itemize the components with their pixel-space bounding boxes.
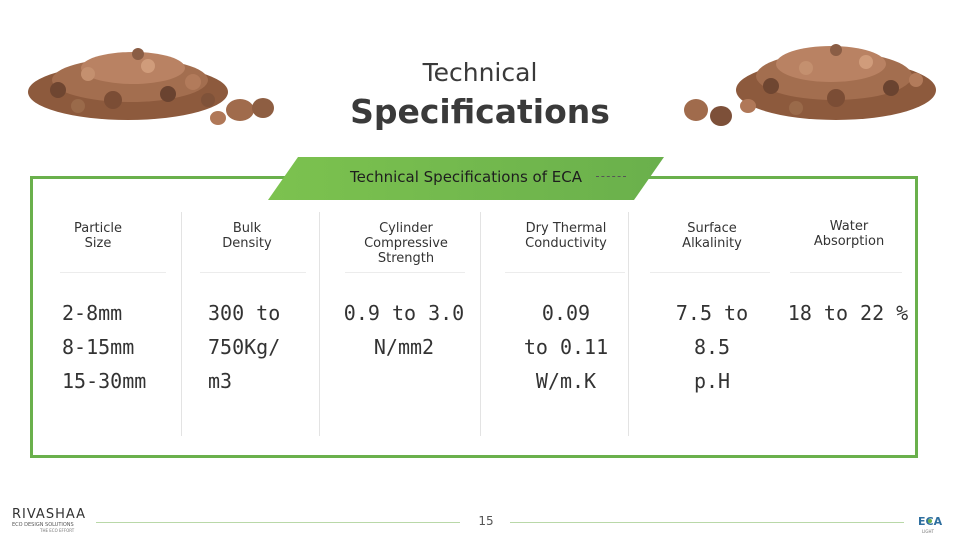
header-line: Bulk <box>232 221 262 236</box>
value-line: 300 to <box>208 301 281 325</box>
value-line: 8-15mm <box>62 335 135 359</box>
header-rule <box>345 272 465 273</box>
logo-subtext: THE ECO EFFORT <box>39 528 75 533</box>
value-line: 18 to 22 % <box>787 301 909 325</box>
header-rule <box>200 272 306 273</box>
header-line: Compressive <box>364 236 448 251</box>
column-divider <box>480 212 481 436</box>
footer-rule-left <box>96 522 460 523</box>
clay-pebbles-image-right <box>684 44 936 126</box>
value-line: 7.5 to 8.5 <box>675 301 749 359</box>
header-line: Cylinder <box>379 221 433 236</box>
header-water-absorption: Water Absorption <box>790 219 908 249</box>
clay-pebbles-image-left <box>28 48 274 125</box>
header-line: Particle <box>73 221 123 236</box>
footer-rule-right <box>510 522 904 523</box>
pebble-pile <box>684 44 936 126</box>
value-line: m3 <box>208 369 233 393</box>
pebble-pile <box>28 48 274 125</box>
logo-subtext: LIGHT <box>922 529 935 534</box>
value-compressive-strength: 0.9 to 3.0 N/mm2 <box>334 296 474 364</box>
header-line: Alkalinity <box>682 236 742 251</box>
value-thermal-conductivity: 0.09 to 0.11 W/m.K <box>506 296 626 398</box>
header-compressive-strength: Cylinder Compressive Strength <box>346 221 466 266</box>
specifications-frame <box>30 176 918 458</box>
rivashaa-logo: RIVASHAA ECO DESIGN SOLUTIONS THE ECO EF… <box>12 507 86 533</box>
slide-title-line1: Technical <box>422 58 538 87</box>
value-line: 0.09 <box>541 301 591 325</box>
column-divider <box>319 212 320 436</box>
eca-logo: ECA LIGHT <box>918 515 943 534</box>
value-water-absorption: 18 to 22 % <box>786 296 910 330</box>
column-divider <box>181 212 182 436</box>
header-thermal-conductivity: Dry Thermal Conductivity <box>506 221 626 251</box>
banner-dash-line <box>596 176 626 177</box>
header-line: Absorption <box>813 234 885 249</box>
value-surface-alkalinity: 7.5 to 8.5 p.H <box>652 296 772 398</box>
column-divider <box>628 212 629 436</box>
header-rule <box>505 272 625 273</box>
value-bulk-density: 300 to 750Kg/ m3 <box>208 296 280 398</box>
value-line: 0.9 to 3.0 <box>343 301 465 325</box>
logo-subtext: ECO DESIGN SOLUTIONS <box>12 522 74 528</box>
page-number: 15 <box>478 514 494 528</box>
banner-ribbon <box>268 157 664 200</box>
logo-text: RIVASHAA <box>12 507 86 522</box>
banner-title: Technical Specifications of ECA <box>350 168 582 186</box>
header-line: Dry Thermal <box>525 221 607 236</box>
header-particle-size: Particle Size <box>48 221 148 251</box>
value-line: N/mm2 <box>373 335 435 359</box>
header-line: Surface <box>687 221 737 236</box>
header-surface-alkalinity: Surface Alkalinity <box>652 221 772 251</box>
value-line: 15-30mm <box>62 369 147 393</box>
header-line: Conductivity <box>525 236 607 251</box>
header-rule <box>650 272 770 273</box>
value-line: to 0.11 <box>523 335 609 359</box>
slide-title-line2: Specifications <box>350 92 610 131</box>
header-rule <box>790 272 902 273</box>
header-line: Strength <box>377 251 435 266</box>
value-line: p.H <box>693 369 731 393</box>
value-line: 750Kg/ <box>208 335 281 359</box>
header-rule <box>60 272 166 273</box>
value-line: 2-8mm <box>62 301 123 325</box>
header-line: Size <box>84 236 112 251</box>
header-line: Density <box>222 236 272 251</box>
value-particle-size: 2-8mm 8-15mm 15-30mm <box>62 296 146 398</box>
logo-dot <box>928 519 932 523</box>
header-line: Water <box>829 219 869 234</box>
value-line: W/m.K <box>535 369 597 393</box>
header-bulk-density: Bulk Density <box>197 221 297 251</box>
